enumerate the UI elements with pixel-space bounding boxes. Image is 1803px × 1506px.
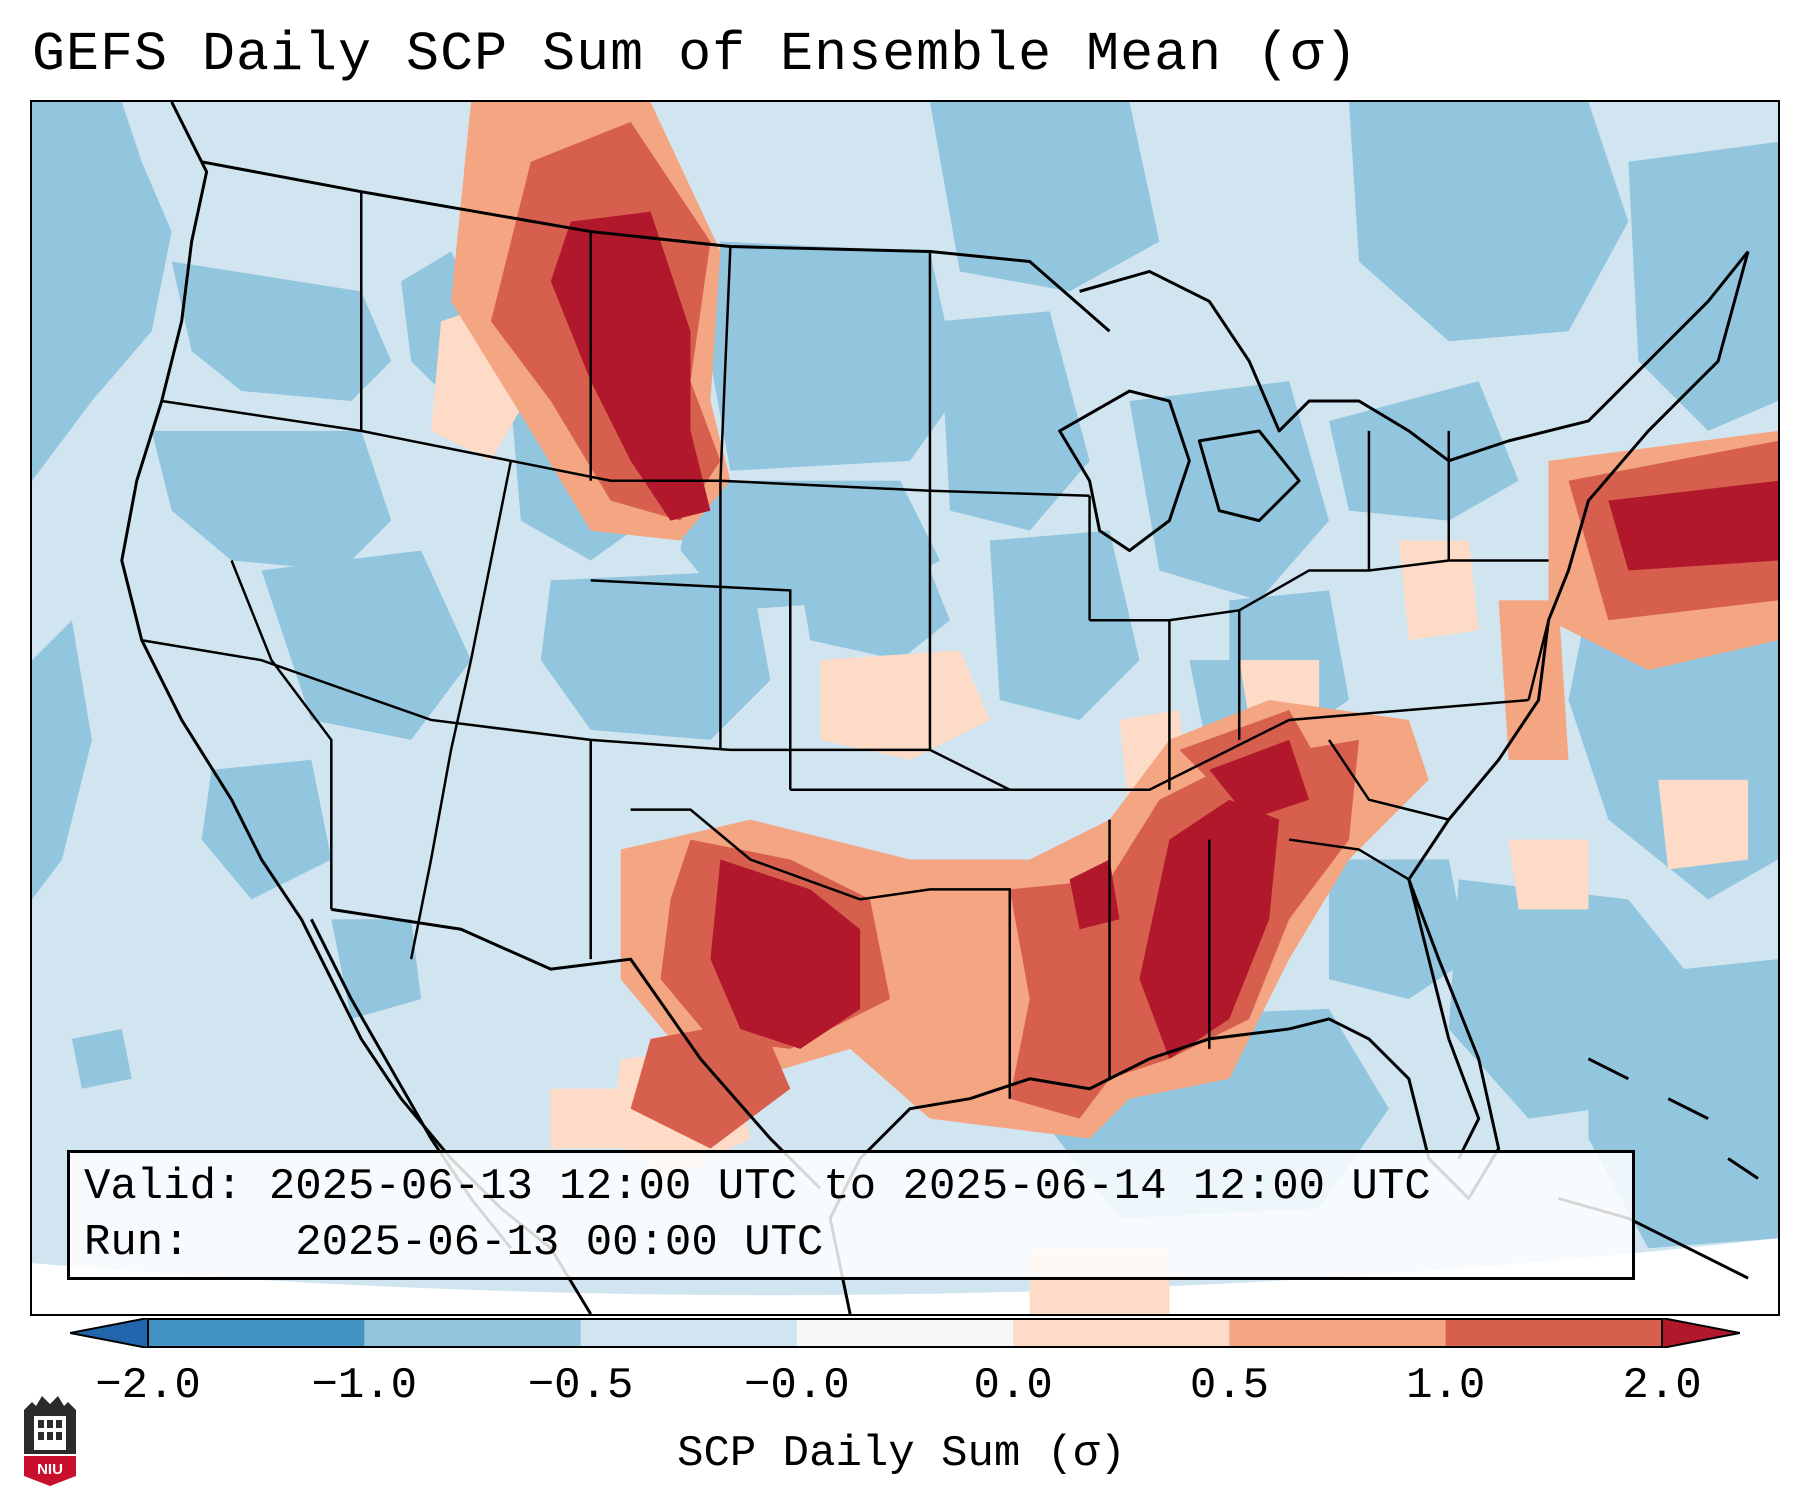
state-line-h	[630, 808, 1012, 1099]
map-panel	[30, 100, 1780, 1316]
colorbar-segment	[1013, 1318, 1230, 1348]
colorbar-tick-label: 0.0	[973, 1361, 1053, 1411]
state-line-i	[1009, 698, 1529, 791]
colorbar-tick-label: −1.0	[311, 1361, 418, 1411]
state-line-l	[1288, 739, 1450, 881]
scp-map	[32, 102, 1778, 1314]
lake-michigan	[1058, 389, 1191, 553]
state-boundaries	[141, 191, 1550, 1099]
colorbar-graphic	[70, 1318, 1740, 1348]
lake-huron	[1197, 429, 1301, 523]
colorbar-segment	[148, 1318, 365, 1348]
niu-logo-text: NIU	[37, 1461, 63, 1478]
colorbar-segment	[1445, 1318, 1663, 1348]
colorbar-tick-label: 0.5	[1189, 1361, 1270, 1411]
colorbar-segment	[364, 1318, 582, 1348]
map-title: GEFS Daily SCP Sum of Ensemble Mean (σ)	[32, 23, 1359, 86]
niu-logo: NIU	[20, 1392, 80, 1488]
state-line-d	[230, 560, 333, 910]
caribbean-islands	[1587, 1057, 1759, 1180]
colorbar-tick-label: −2.0	[95, 1361, 201, 1411]
state-line-g	[719, 480, 1011, 791]
projection-edge	[32, 1238, 1778, 1314]
run-label: Run:	[84, 1218, 190, 1268]
colorbar-tick-label: 1.0	[1406, 1361, 1486, 1411]
colorbar	[70, 1318, 1740, 1348]
colorbar-outline	[147, 1318, 1663, 1348]
valid-label: Valid:	[84, 1162, 243, 1212]
colorbar-segment	[580, 1318, 798, 1348]
state-line-b	[359, 191, 513, 960]
great-lakes-border	[1079, 250, 1750, 463]
valid-run-info-box: Valid: 2025-06-13 12:00 UTC to 2025-06-1…	[67, 1150, 1635, 1280]
niu-logo-icon: NIU	[24, 1396, 76, 1486]
state-line-f	[589, 579, 1010, 960]
mexico-border	[331, 907, 822, 1190]
colorbar-tick-label: −0.0	[744, 1361, 850, 1411]
state-line-e	[589, 231, 1091, 621]
colorbar-label: SCP Daily Sum (σ)	[677, 1429, 1126, 1479]
run-time: 2025-06-13 00:00 UTC	[295, 1218, 824, 1268]
colorbar-tick-label: −0.5	[527, 1361, 634, 1411]
colorbar-tick-label: 2.0	[1622, 1361, 1702, 1411]
state-line-m	[1367, 430, 1550, 701]
colorbar-segment	[796, 1318, 1014, 1348]
colorbar-under-extension	[70, 1318, 149, 1348]
atlantic-coastline	[1407, 251, 1750, 1160]
colorbar-over-extension	[1661, 1318, 1740, 1348]
state-line-k	[1108, 610, 1241, 1079]
valid-time-range: 2025-06-13 12:00 UTC to 2025-06-14 12:00…	[268, 1162, 1431, 1212]
colorbar-segment	[1229, 1318, 1447, 1348]
state-line-c	[141, 638, 930, 752]
